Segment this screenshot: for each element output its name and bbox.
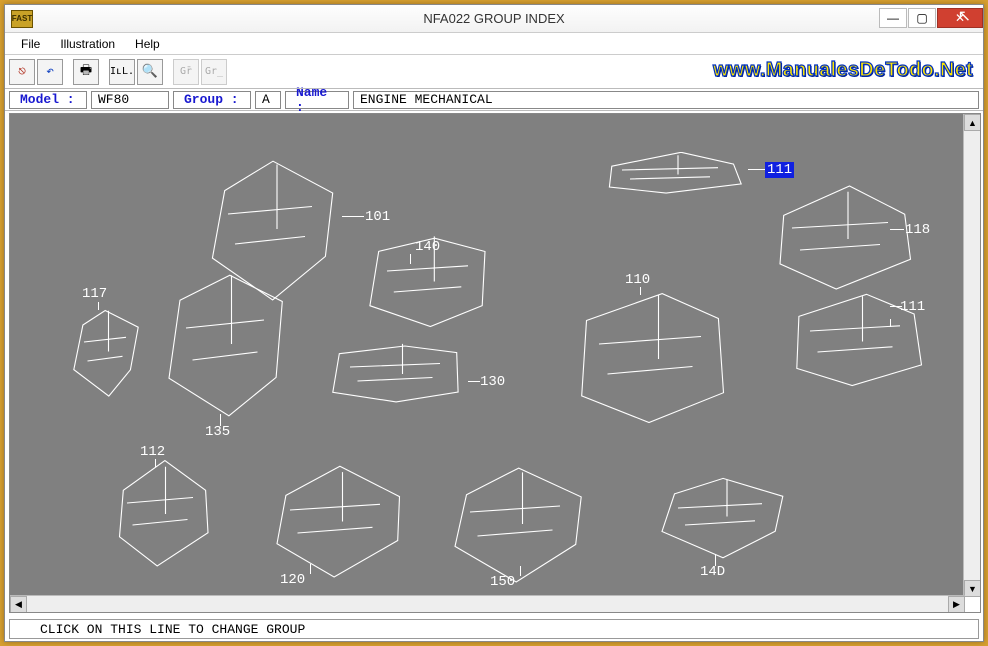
toolbar-print-button[interactable]: 🖶 — [73, 59, 99, 85]
part-111_hl[interactable] — [590, 152, 750, 197]
maximize-button[interactable]: ▢ — [908, 8, 936, 28]
leader-line — [890, 229, 904, 230]
part-label-135[interactable]: 135 — [205, 424, 230, 440]
leader-line — [410, 254, 411, 264]
horizontal-scrollbar[interactable]: ◀ ▶ — [10, 595, 965, 612]
model-label: Model : — [16, 92, 79, 107]
part-label-117[interactable]: 117 — [82, 286, 107, 302]
toolbar-undo-button[interactable]: ↶ — [37, 59, 63, 85]
toolbar: ⎋ ↶ 🖶 IʟL. 🔍 Gr̄ Gr̲ www.ManualesDeTodo.… — [5, 55, 983, 89]
part-label-110[interactable]: 110 — [625, 272, 650, 288]
part-112[interactable] — [105, 459, 215, 569]
part-150[interactable] — [440, 464, 590, 584]
watermark-text: www.ManualesDeTodo.Net — [713, 59, 973, 82]
part-label-111_hl[interactable]: 111 — [765, 162, 794, 178]
canvas-viewport: 10111713514013011011111111811212015014D … — [9, 113, 981, 613]
part-110[interactable] — [565, 284, 735, 434]
part-label-150[interactable]: 150 — [490, 574, 515, 590]
part-label-14D[interactable]: 14D — [700, 564, 725, 580]
menubar: File Illustration Help — [5, 33, 983, 55]
leader-line — [310, 564, 311, 574]
vertical-scrollbar[interactable]: ▲ ▼ — [963, 114, 980, 597]
scroll-up-button[interactable]: ▲ — [964, 114, 981, 131]
status-bar[interactable]: CLICK ON THIS LINE TO CHANGE GROUP — [9, 619, 979, 639]
info-bar: Model : WF80 Group : A Name : ENGINE MEC… — [5, 89, 983, 111]
status-text: CLICK ON THIS LINE TO CHANGE GROUP — [40, 622, 305, 637]
app-icon: FAST — [11, 10, 33, 28]
group-label: Group : — [180, 92, 243, 107]
leader-line — [468, 381, 480, 382]
part-120[interactable] — [260, 464, 410, 579]
part-118[interactable] — [760, 184, 920, 294]
part-label-118[interactable]: 118 — [905, 222, 930, 238]
part-label-130[interactable]: 130 — [480, 374, 505, 390]
leader-line — [520, 566, 521, 576]
scroll-down-button[interactable]: ▼ — [964, 580, 981, 597]
scroll-left-button[interactable]: ◀ — [10, 596, 27, 613]
toolbar-group-next-button: Gr̲ — [201, 59, 227, 85]
part-label-140[interactable]: 140 — [415, 239, 440, 255]
part-117[interactable] — [70, 304, 140, 399]
toolbar-illustration-button[interactable]: IʟL. — [109, 59, 135, 85]
group-value: A — [262, 92, 270, 107]
scroll-right-button[interactable]: ▶ — [948, 596, 965, 613]
model-value: WF80 — [98, 92, 129, 107]
menu-illustration[interactable]: Illustration — [50, 35, 125, 53]
toolbar-group-prev-button: Gr̄ — [173, 59, 199, 85]
window-controls: — ▢ ✕ — [878, 8, 983, 30]
leader-line — [98, 302, 99, 310]
name-label: Name : — [292, 85, 342, 115]
close-button[interactable]: ✕ — [937, 8, 983, 28]
part-label-111[interactable]: 111 — [900, 299, 925, 315]
leader-line — [155, 459, 156, 467]
toolbar-exit-button[interactable]: ⎋ — [9, 59, 35, 85]
part-label-101[interactable]: 101 — [365, 209, 390, 225]
leader-line — [890, 319, 891, 327]
part-label-112[interactable]: 112 — [140, 444, 165, 460]
part-label-120[interactable]: 120 — [280, 572, 305, 588]
minimize-button[interactable]: — — [879, 8, 907, 28]
toolbar-zoom-button[interactable]: 🔍 — [137, 59, 163, 85]
part-135[interactable] — [160, 264, 290, 424]
diagram-canvas[interactable]: 101 117 135 140 130 110 111 111 118 112 120 150 14D — [10, 114, 964, 596]
titlebar: FAST NFA022 GROUP INDEX — ▢ ✕ ↖ — [5, 5, 983, 33]
app-window: FAST NFA022 GROUP INDEX — ▢ ✕ ↖ File Ill… — [4, 4, 984, 642]
window-title: NFA022 GROUP INDEX — [5, 11, 983, 26]
leader-line — [342, 216, 364, 217]
leader-line — [748, 169, 766, 170]
leader-line — [640, 287, 641, 295]
part-14D[interactable] — [650, 474, 790, 559]
menu-help[interactable]: Help — [125, 35, 170, 53]
menu-file[interactable]: File — [11, 35, 50, 53]
part-130[interactable] — [320, 339, 470, 409]
name-value: ENGINE MECHANICAL — [360, 92, 493, 107]
